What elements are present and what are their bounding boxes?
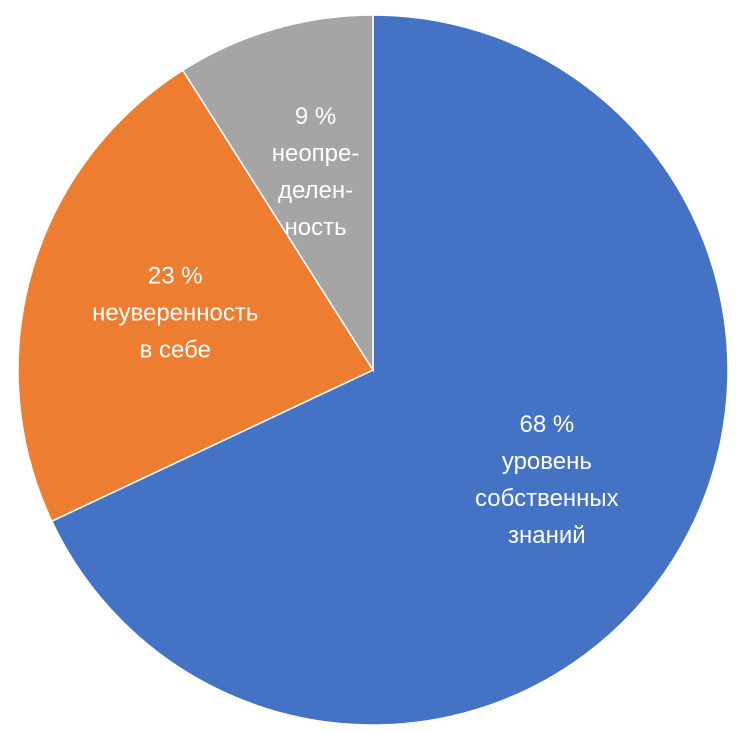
value-label: 9 % xyxy=(294,103,337,131)
slice-label: 68 % уровень собственных знаний xyxy=(475,406,619,554)
value-label: 23 % xyxy=(147,262,203,290)
pie-slice xyxy=(17,69,375,523)
category-label: неуверенность в себе xyxy=(92,299,259,364)
slice-label: 9 % неопре- делен- ность xyxy=(272,98,360,246)
slice-label: 23 % неуверенность в себе xyxy=(92,257,258,368)
category-label: неопре- делен- ность xyxy=(271,140,360,242)
value-label: 68 % xyxy=(519,411,575,439)
category-label: уровень собственных знаний xyxy=(475,448,619,550)
pie-slice xyxy=(50,14,729,726)
pie-slice xyxy=(181,14,374,373)
